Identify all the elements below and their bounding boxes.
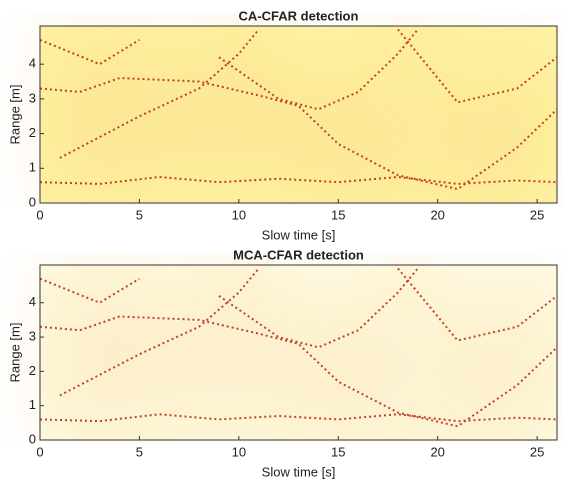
x-tick-label: 5: [136, 207, 143, 222]
x-tick-label: 5: [136, 444, 143, 459]
chart-title: CA-CFAR detection: [239, 8, 359, 23]
x-tick-label: 25: [530, 444, 544, 459]
y-tick-label: 3: [29, 328, 36, 343]
y-axis-label: Range [m]: [7, 323, 22, 383]
y-tick-label: 0: [29, 431, 36, 446]
x-tick-label: 15: [331, 207, 345, 222]
y-tick-label: 3: [29, 90, 36, 105]
x-tick-label: 20: [430, 444, 444, 459]
x-tick-label: 10: [232, 444, 246, 459]
plot-background: [40, 265, 557, 440]
x-tick-label: 20: [430, 207, 444, 222]
x-tick-label: 25: [530, 207, 544, 222]
y-axis-label: Range [m]: [7, 85, 22, 145]
y-tick-label: 2: [29, 125, 36, 140]
x-tick-label: 0: [36, 444, 43, 459]
y-tick-label: 2: [29, 363, 36, 378]
plot-background: [40, 26, 557, 203]
y-tick-label: 1: [29, 160, 36, 175]
y-tick-label: 4: [29, 294, 36, 309]
x-tick-label: 15: [331, 444, 345, 459]
x-axis-label: Slow time [s]: [262, 227, 336, 242]
x-tick-label: 0: [36, 207, 43, 222]
y-tick-label: 4: [29, 56, 36, 71]
x-axis-label: Slow time [s]: [262, 464, 336, 479]
plot-frame: [39, 264, 558, 441]
y-tick-label: 1: [29, 397, 36, 412]
y-tick-label: 0: [29, 194, 36, 209]
chart-title: MCA-CFAR detection: [233, 247, 364, 262]
x-tick-label: 10: [232, 207, 246, 222]
plot-frame: [39, 25, 558, 204]
